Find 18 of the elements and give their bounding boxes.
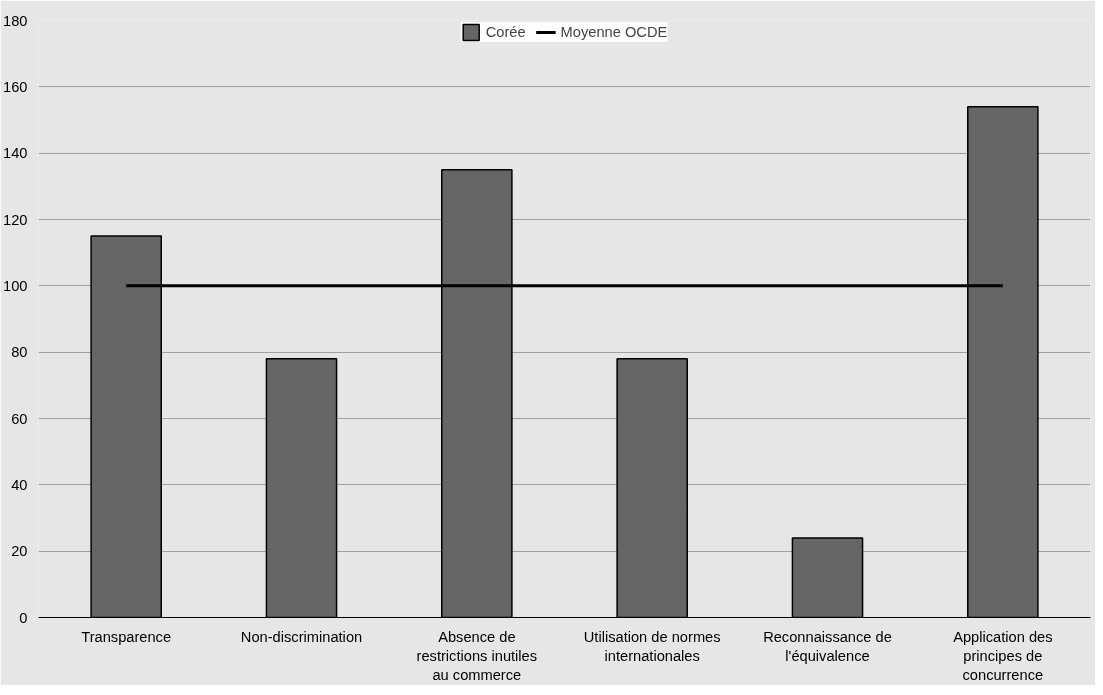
x-tick-label: Application des principes de concurrence	[953, 628, 1053, 683]
y-tick-label: 160	[3, 78, 28, 95]
x-tick-label: Absence de restrictions inutiles au commerce	[416, 628, 538, 683]
y-tick-label: 0	[19, 609, 28, 626]
y-tick-label: 60	[11, 410, 28, 427]
legend-label: Corée	[485, 24, 526, 40]
legend-label: Moyenne OCDE	[560, 24, 668, 40]
y-tick-label: 20	[11, 543, 28, 560]
y-tick-label: 100	[3, 277, 28, 294]
y-tick-label: 80	[11, 344, 28, 361]
y-tick-label: 40	[11, 476, 28, 493]
x-tick-label: Transparence	[81, 628, 172, 645]
x-tick-label: Utilisation de normes internationales	[583, 628, 721, 664]
y-tick-label: 180	[3, 12, 28, 29]
x-tick-label: Reconnaissance de l'équivalence	[763, 628, 892, 664]
y-tick-label: 140	[3, 145, 28, 162]
x-tick-label: Non-discrimination	[240, 628, 363, 645]
y-tick-label: 120	[3, 211, 28, 228]
